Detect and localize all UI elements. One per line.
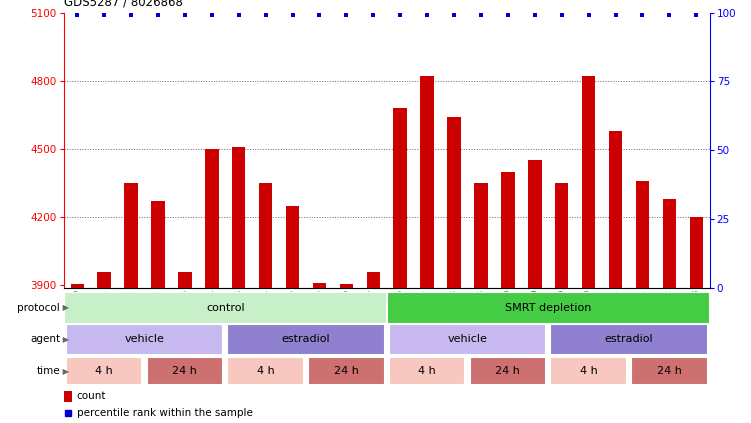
Bar (366, 272, 380, 423)
Bar (555, 183, 569, 423)
Bar (339, 284, 353, 423)
Bar (528, 160, 541, 423)
Text: agent: agent (30, 335, 60, 344)
Text: 24 h: 24 h (334, 366, 359, 376)
Text: count: count (77, 391, 106, 401)
Text: 24 h: 24 h (173, 366, 198, 376)
Bar (228, 324, 385, 355)
Bar (312, 283, 326, 423)
Bar (286, 206, 300, 423)
Bar (389, 357, 466, 385)
Text: 4 h: 4 h (257, 366, 275, 376)
Text: percentile rank within the sample: percentile rank within the sample (77, 408, 252, 418)
Bar (609, 131, 623, 423)
Bar (550, 357, 627, 385)
Text: 4 h: 4 h (580, 366, 598, 376)
Text: estradiol: estradiol (282, 335, 330, 344)
Text: vehicle: vehicle (448, 335, 487, 344)
Bar (662, 199, 676, 423)
Text: 24 h: 24 h (657, 366, 682, 376)
Bar (232, 147, 246, 423)
Bar (387, 292, 710, 324)
Bar (259, 183, 273, 423)
Text: vehicle: vehicle (125, 335, 164, 344)
Bar (689, 217, 703, 423)
Bar (582, 76, 596, 423)
Bar (205, 149, 219, 423)
Bar (550, 324, 707, 355)
Bar (66, 357, 143, 385)
Text: estradiol: estradiol (605, 335, 653, 344)
Bar (635, 181, 649, 423)
Text: SMRT depletion: SMRT depletion (505, 303, 592, 313)
Bar (469, 357, 546, 385)
Text: 4 h: 4 h (95, 366, 113, 376)
Text: control: control (206, 303, 245, 313)
Bar (394, 108, 407, 423)
Text: ▶: ▶ (60, 303, 69, 312)
Text: time: time (37, 366, 60, 376)
Bar (228, 357, 304, 385)
Bar (178, 272, 192, 423)
Text: GDS5287 / 8026868: GDS5287 / 8026868 (64, 0, 182, 8)
Bar (98, 272, 111, 423)
Bar (448, 117, 461, 423)
Bar (64, 391, 72, 402)
Bar (501, 172, 514, 423)
Bar (389, 324, 546, 355)
Bar (308, 357, 385, 385)
Text: ▶: ▶ (60, 335, 69, 344)
Bar (64, 292, 387, 324)
Bar (71, 284, 84, 423)
Bar (146, 357, 223, 385)
Bar (151, 201, 164, 423)
Text: ▶: ▶ (60, 367, 69, 376)
Bar (474, 183, 487, 423)
Bar (125, 183, 138, 423)
Text: 4 h: 4 h (418, 366, 436, 376)
Bar (631, 357, 707, 385)
Bar (421, 76, 434, 423)
Text: protocol: protocol (17, 303, 60, 313)
Bar (66, 324, 223, 355)
Text: 24 h: 24 h (496, 366, 520, 376)
